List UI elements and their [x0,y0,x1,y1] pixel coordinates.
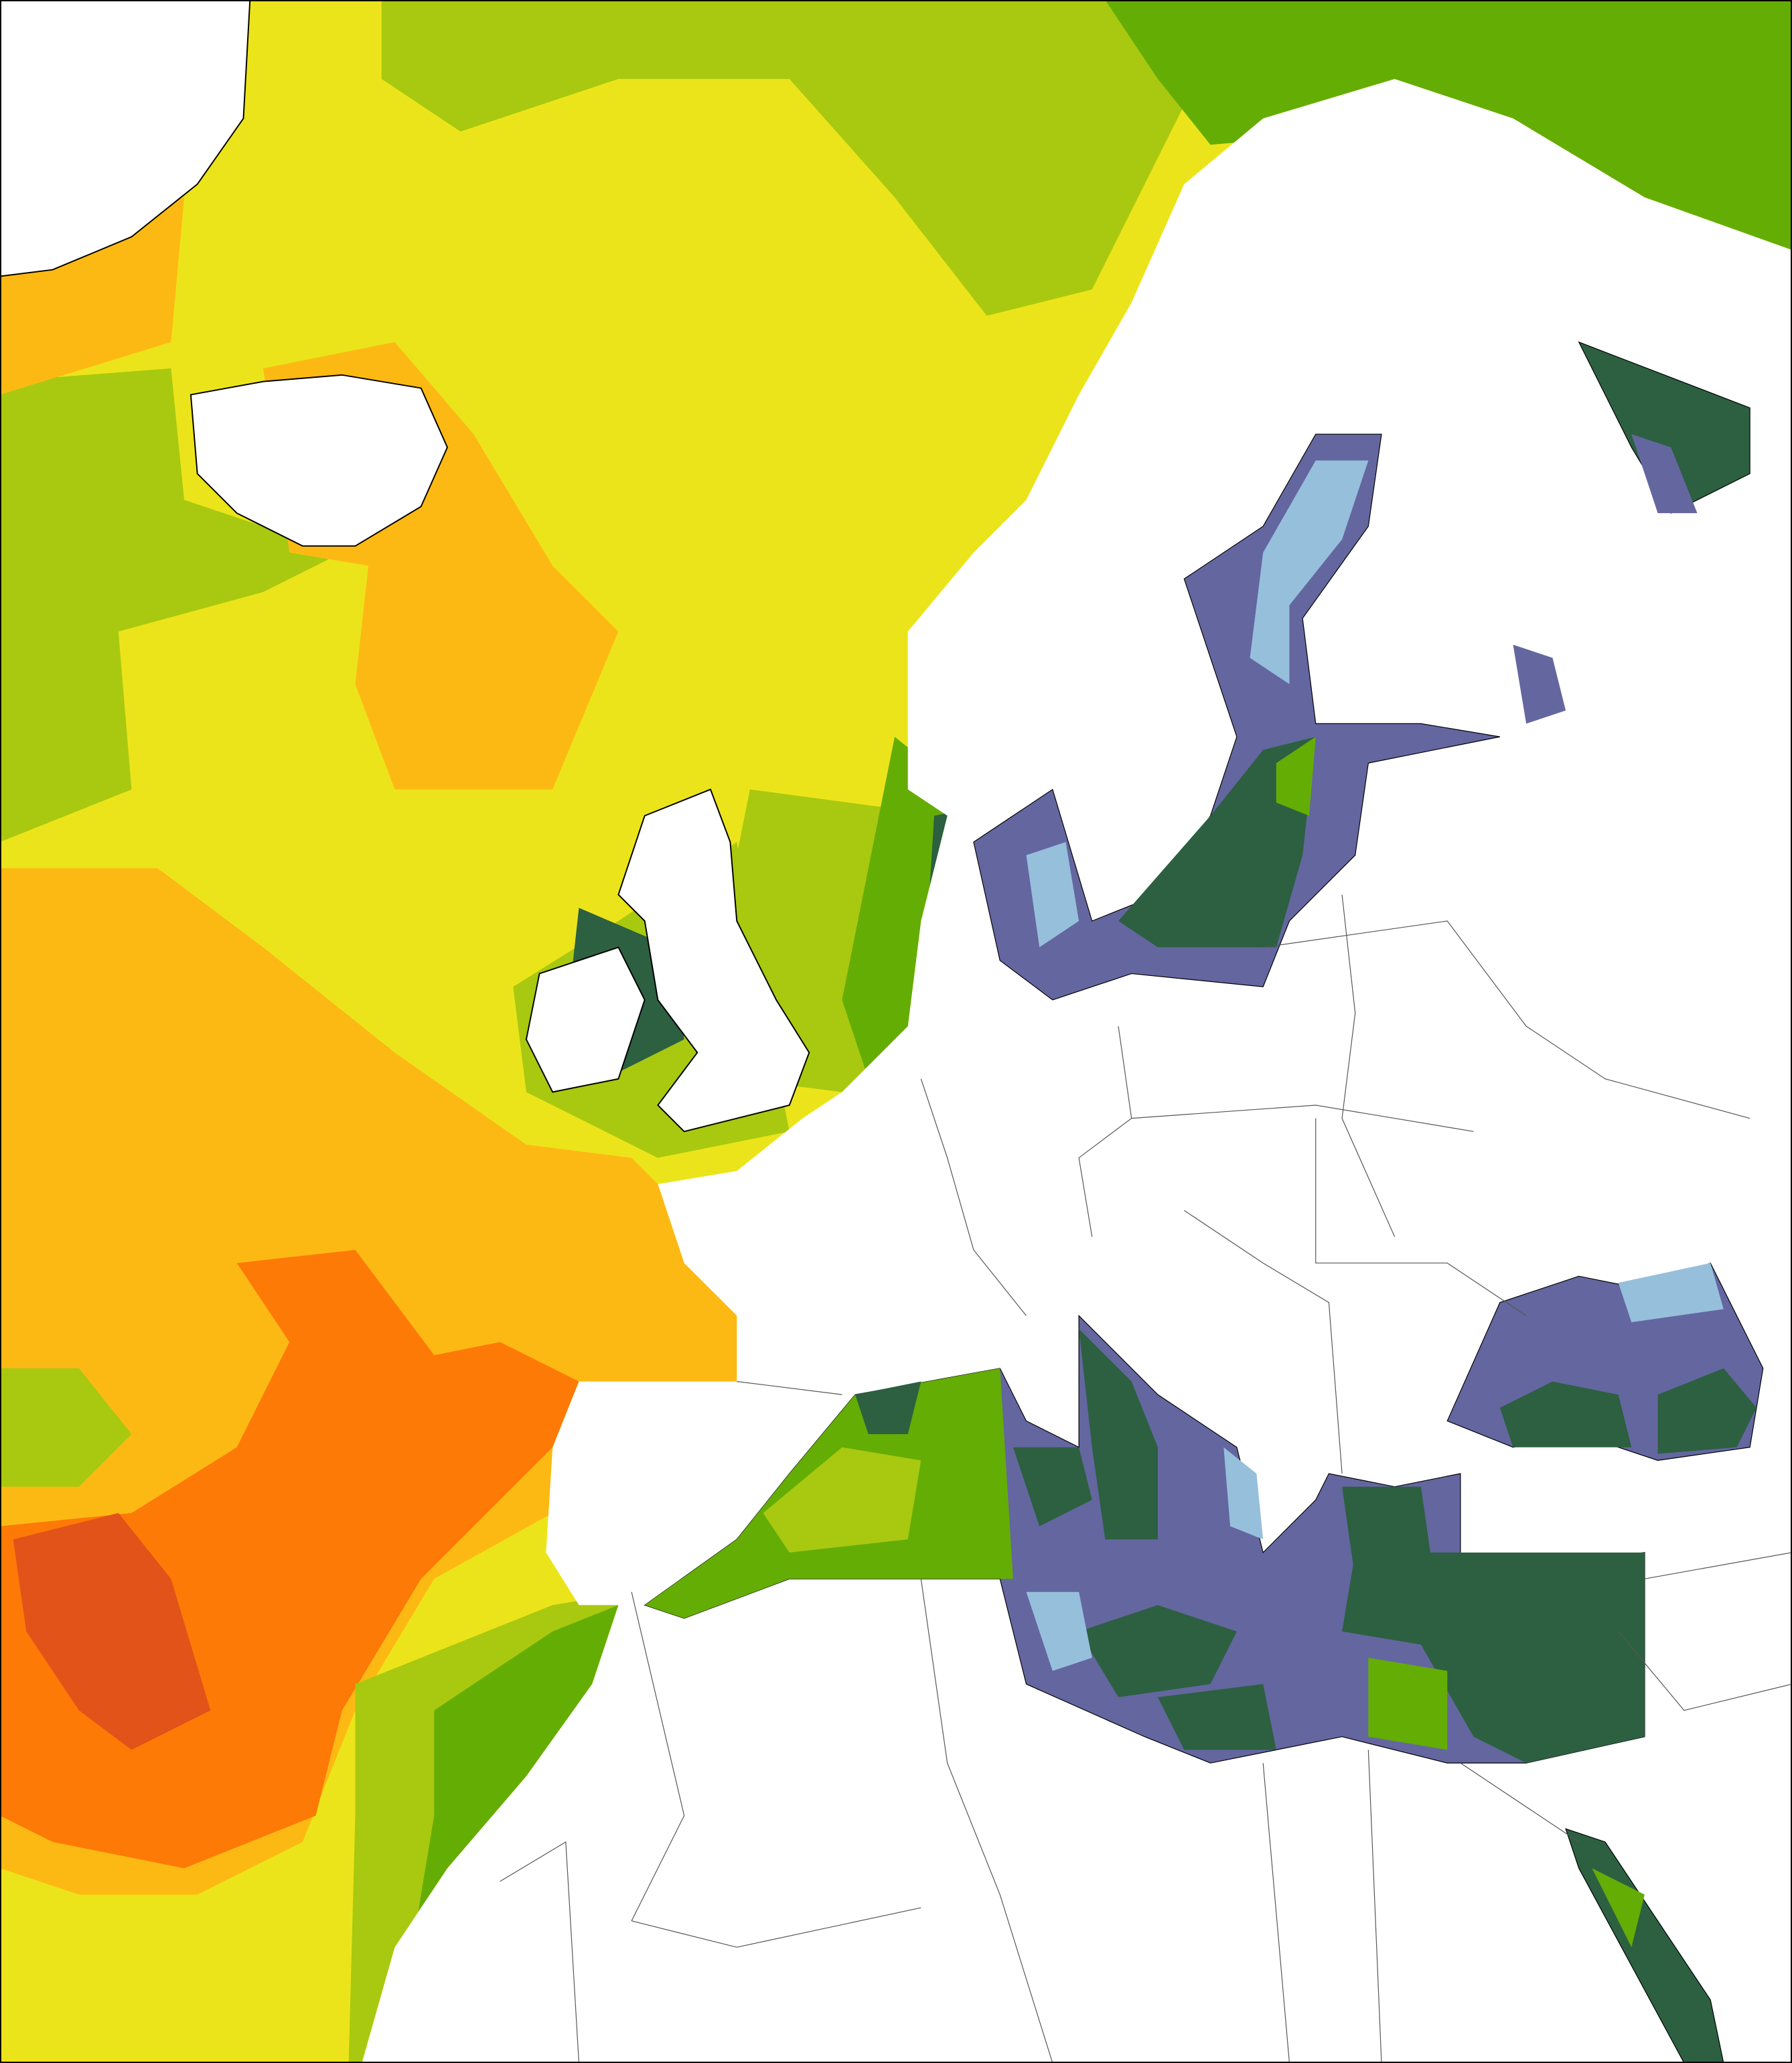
greenland [0,0,251,277]
region-light-blue [1026,842,1079,948]
great-britain [617,788,810,1133]
country-borders [500,894,1792,2063]
region-dark-green [381,1605,619,2063]
white-sea [1578,341,1750,514]
region-deep-green [855,1381,921,1435]
region-deep-green [1342,1552,1645,1764]
region-dark-green [1105,0,1792,251]
region-green [763,1447,921,1553]
region-deep-green [1079,1605,1237,1697]
region-dark-green [1368,1658,1448,1750]
region-green [0,368,342,843]
region-deep-green [1157,1684,1276,1750]
region-deep-green [1118,737,1316,948]
region-purple [1631,434,1698,514]
region-light-blue [1250,460,1369,685]
region-light-blue [1223,1447,1264,1540]
ireland [525,946,646,1093]
lake [1513,644,1566,724]
region-orange [0,197,185,395]
region-deep-green [1342,1486,1434,1579]
region-dark-green [1592,1868,1645,1948]
region-light-blue [1618,1263,1724,1323]
region-red [13,1512,211,1750]
region-light-blue [1026,1591,1092,1671]
region-deep-green [1657,1368,1757,1454]
region-dark-green [1276,737,1316,816]
region-deep-green [1499,1381,1632,1447]
region-deep-green [1079,1328,1158,1540]
region-green [0,1368,132,1487]
region-green [381,0,1185,316]
iceland [190,374,449,547]
